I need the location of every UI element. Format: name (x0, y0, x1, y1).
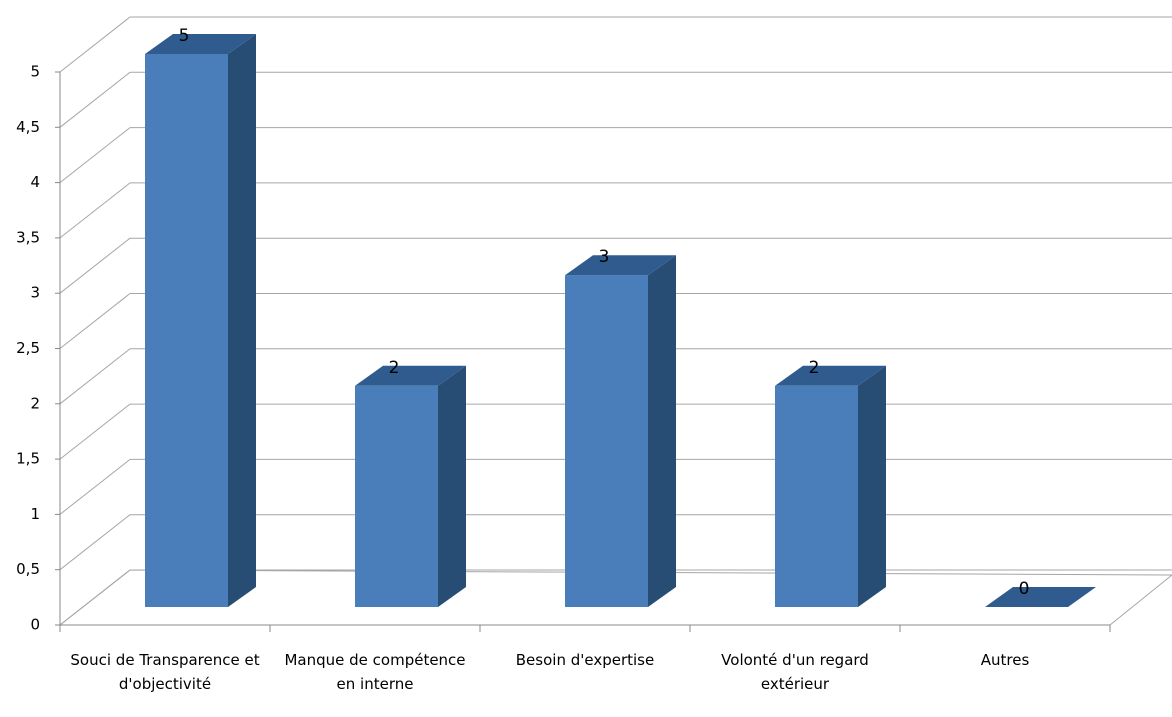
bar-top (355, 365, 466, 386)
grid-line-side (59, 569, 131, 626)
grid-line-side (59, 182, 131, 239)
value-label: 3 (599, 247, 610, 267)
y-tick-label: 2 (30, 394, 40, 412)
x-tick-label: Souci de Transparence et d'objectivité (70, 651, 260, 693)
bar-side (228, 34, 256, 607)
y-tick-label: 4 (30, 173, 40, 191)
bar-front (355, 385, 438, 607)
x-tick-label: Besoin d'expertise (515, 651, 655, 669)
bar-top (145, 34, 256, 54)
bar-side (438, 365, 466, 607)
grid-line-side (59, 403, 131, 460)
grid-line-side (59, 71, 131, 128)
bar-front (775, 385, 858, 607)
y-tick-label: 1 (30, 505, 40, 523)
grid-line-side (59, 293, 131, 349)
y-tick-label: 3 (30, 284, 40, 302)
bar-top (985, 587, 1096, 607)
bar-side (858, 365, 886, 607)
y-tick-label: 1,5 (16, 450, 40, 468)
grid-line-side (59, 237, 131, 294)
x-tick-label: Manque de compétence en interne (284, 651, 466, 693)
y-tick-label: 0 (30, 616, 40, 634)
y-tick-label: 0,5 (16, 560, 40, 578)
value-label: 5 (179, 26, 190, 46)
bar-front (145, 54, 228, 607)
y-tick-label: 5 (30, 63, 40, 81)
grid-line-side (59, 514, 131, 571)
grid-line-side (59, 16, 131, 73)
bar-top (775, 365, 886, 386)
bar-top (565, 255, 676, 276)
value-label: 0 (1019, 579, 1030, 599)
x-tick-label: Autres (980, 651, 1030, 669)
bar-front (565, 275, 648, 607)
y-tick-label: 2,5 (16, 339, 40, 357)
bar-side (648, 255, 676, 607)
y-tick-label: 3,5 (16, 228, 40, 246)
value-label: 2 (809, 358, 820, 378)
x-tick-label: Volonté d'un regard extérieur (721, 651, 869, 693)
grid-line-side (59, 127, 131, 183)
value-label: 2 (389, 358, 400, 378)
y-tick-label: 4,5 (16, 118, 40, 136)
grid-line-side (59, 459, 131, 515)
grid-line-side (59, 348, 131, 405)
